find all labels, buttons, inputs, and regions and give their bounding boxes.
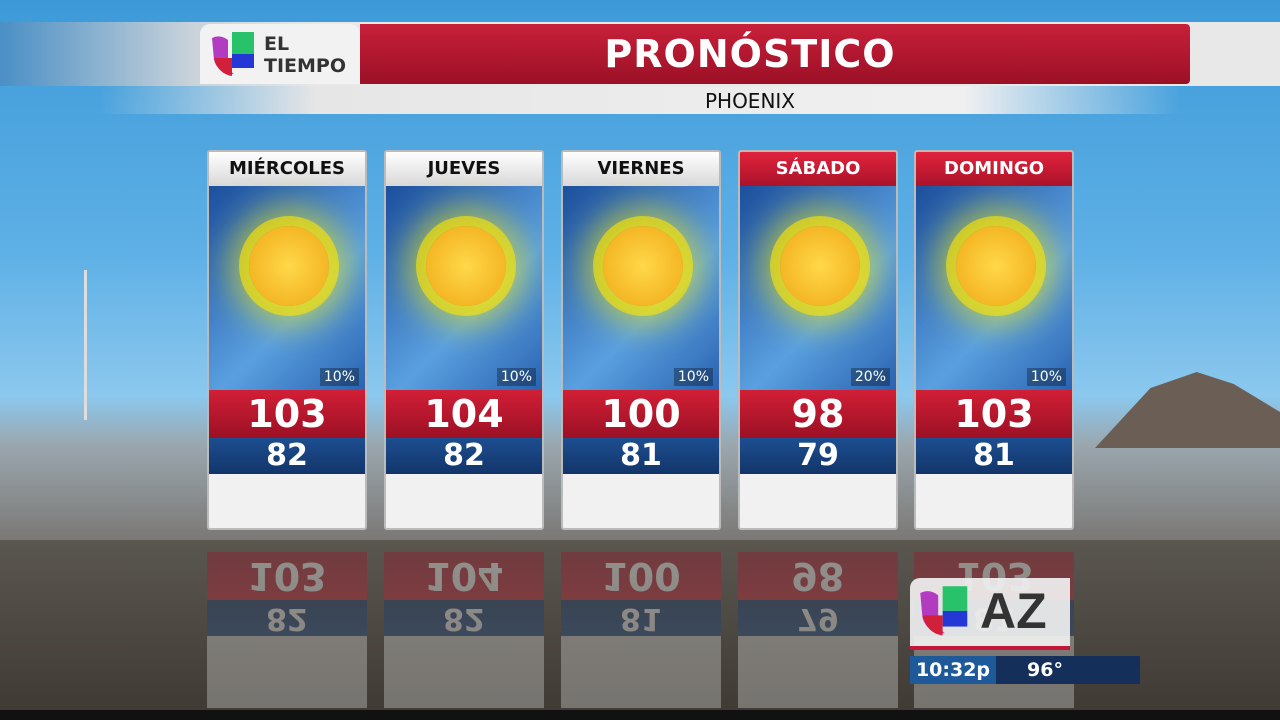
logo-line-2: TIEMPO [264, 55, 346, 77]
precip-chance: 10% [673, 368, 713, 386]
weather-icon-panel: 10% [386, 186, 542, 390]
precip-chance: 20% [850, 368, 890, 386]
reflection-low: 82 [384, 600, 544, 636]
univision-logo-icon [212, 32, 254, 76]
card-reflection: 81 100 [561, 552, 721, 708]
forecast-card: MIÉRCOLES 10% 103 82 [207, 150, 367, 530]
current-time: 10:32p [910, 656, 996, 684]
precip-chance: 10% [319, 368, 359, 386]
reflection-pad [207, 636, 367, 708]
low-temp: 79 [740, 438, 896, 474]
day-label: JUEVES [386, 152, 542, 186]
forecast-card: JUEVES 10% 104 82 [384, 150, 544, 530]
high-temp: 103 [209, 390, 365, 438]
forecast-card: VIERNES 10% 100 81 [561, 150, 721, 530]
reflection-low: 79 [738, 600, 898, 636]
reflection-low: 82 [207, 600, 367, 636]
high-temp: 98 [740, 390, 896, 438]
weather-icon-panel: 10% [563, 186, 719, 390]
sun-icon [780, 226, 860, 306]
reflection-pad [384, 636, 544, 708]
reflection-high: 103 [207, 552, 367, 600]
univision-logo-icon [920, 586, 968, 636]
day-label: MIÉRCOLES [209, 152, 365, 186]
time-temp-ticker: 10:32p 96° [910, 656, 1140, 684]
low-temp: 81 [563, 438, 719, 474]
high-temp: 104 [386, 390, 542, 438]
page-title: PRONÓSTICO [604, 32, 896, 76]
card-reflection: 82 103 [207, 552, 367, 708]
sun-icon [249, 226, 329, 306]
low-temp: 81 [916, 438, 1072, 474]
card-reflection: 82 104 [384, 552, 544, 708]
station-name: AZ [980, 583, 1047, 639]
sun-icon [956, 226, 1036, 306]
reflection-pad [738, 636, 898, 708]
bottom-bar [0, 710, 1280, 720]
low-temp: 82 [209, 438, 365, 474]
precip-chance: 10% [1026, 368, 1066, 386]
current-temp: 96° [1027, 659, 1063, 681]
reflection-high: 104 [384, 552, 544, 600]
card-reflection: 79 98 [738, 552, 898, 708]
high-temp: 103 [916, 390, 1072, 438]
forecast-card: SÁBADO 20% 98 79 [738, 150, 898, 530]
day-label: DOMINGO [916, 152, 1072, 186]
day-label: VIERNES [563, 152, 719, 186]
day-label: SÁBADO [740, 152, 896, 186]
weather-icon-panel: 10% [916, 186, 1072, 390]
sun-icon [426, 226, 506, 306]
reflection-low: 81 [561, 600, 721, 636]
el-tiempo-logo [200, 24, 360, 84]
city-name: PHOENIX [704, 89, 796, 113]
low-temp: 82 [386, 438, 542, 474]
forecast-card: DOMINGO 10% 103 81 [914, 150, 1074, 530]
reflection-high: 98 [738, 552, 898, 600]
logo-text: EL TIEMPO [264, 33, 346, 77]
station-bug [910, 578, 1070, 650]
title-bar [360, 24, 1190, 84]
reflection-high: 100 [561, 552, 721, 600]
sun-icon [603, 226, 683, 306]
city-bar [100, 86, 1180, 114]
weather-icon-panel: 10% [209, 186, 365, 390]
weather-icon-panel: 20% [740, 186, 896, 390]
high-temp: 100 [563, 390, 719, 438]
logo-line-1: EL [264, 33, 290, 55]
reflection-pad [561, 636, 721, 708]
precip-chance: 10% [496, 368, 536, 386]
